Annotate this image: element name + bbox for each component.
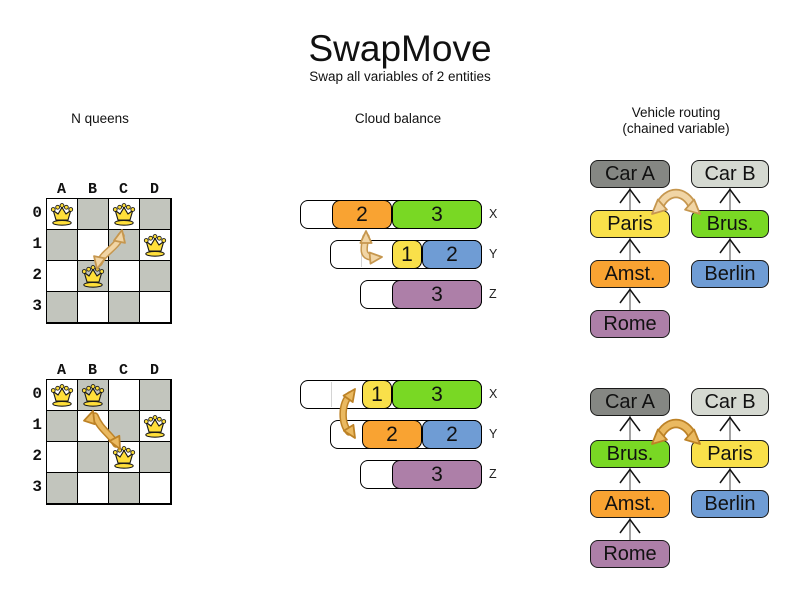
board-row-label: 3 [32, 478, 42, 496]
queen-icon [79, 264, 107, 293]
board-cell [47, 411, 78, 442]
chain-link-arrow-icon [719, 416, 741, 440]
queen-icon [79, 383, 107, 412]
board-column-label: B [87, 181, 97, 198]
chain-link-arrow-icon [719, 238, 741, 260]
cloud-process-block: 2 [422, 240, 482, 269]
board-column-label: D [149, 181, 159, 198]
vehicle-routing-sublabel: (chained variable) [622, 121, 730, 137]
queen-icon [48, 202, 76, 231]
queen-icon [141, 233, 169, 262]
cloud-computer-label: Y [489, 247, 498, 261]
vehicle-node-brus: Brus. [590, 440, 670, 468]
cloud-process-block: 1 [392, 240, 422, 269]
vehicle-node-rome: Rome [590, 310, 670, 338]
vehicle-node-amst: Amst. [590, 260, 670, 288]
queen-icon [110, 445, 138, 474]
page-subtitle: Swap all variables of 2 entities [309, 69, 491, 84]
board-cell [78, 473, 109, 504]
cloud-process-block: 2 [422, 420, 482, 449]
cloud-computer-label: X [489, 387, 498, 401]
board-cell [47, 292, 78, 323]
board-cell [78, 442, 109, 473]
vehicle-node-cara: Car A [590, 388, 670, 416]
board-cell [78, 230, 109, 261]
board-cell [140, 199, 171, 230]
vehicle-node-berlin: Berlin [691, 490, 769, 518]
chain-link-arrow-icon [619, 416, 641, 440]
queen-icon [110, 202, 138, 231]
board-cell [47, 261, 78, 292]
board-column-label: D [149, 362, 159, 379]
board-column-label: A [56, 181, 66, 198]
cloud-process-block: 3 [392, 280, 482, 309]
cloud-computer-label: X [489, 207, 498, 221]
cloud-process-block: 3 [392, 460, 482, 489]
vehicle-routing-label: Vehicle routing [631, 105, 721, 120]
board-column-label: B [87, 362, 97, 379]
cloud-process-block: 3 [392, 200, 482, 229]
board-row-label: 3 [32, 297, 42, 315]
chain-link-arrow-icon [619, 518, 641, 540]
board-cell [109, 411, 140, 442]
capacity-tick [331, 382, 332, 407]
chain-link-arrow-icon [719, 188, 741, 210]
board-cell [47, 473, 78, 504]
board-row-label: 1 [32, 416, 42, 434]
chain-link-arrow-icon [719, 468, 741, 490]
board-row-label: 0 [32, 385, 42, 403]
board-row-label: 0 [32, 204, 42, 222]
vehicle-node-amst: Amst. [590, 490, 670, 518]
nqueens-before-board [46, 198, 172, 324]
column-header-nqueens: N queens [71, 111, 129, 126]
board-cell [140, 380, 171, 411]
vehicle-node-rome: Rome [590, 540, 670, 568]
board-cell [140, 292, 171, 323]
board-column-label: A [56, 362, 66, 379]
page-title: SwapMove [308, 28, 492, 69]
board-cell [78, 292, 109, 323]
board-cell [47, 230, 78, 261]
cloud-process-block: 2 [362, 420, 422, 449]
chain-link-arrow-icon [619, 468, 641, 490]
cloud-process-block: 3 [392, 380, 482, 409]
vehicle-node-paris: Paris [590, 210, 670, 238]
vehicle-node-carb: Car B [691, 160, 769, 188]
board-cell [140, 473, 171, 504]
vehicle-node-brus: Brus. [691, 210, 769, 238]
board-column-label: C [118, 181, 128, 198]
board-row-label: 2 [32, 447, 42, 465]
queen-icon [48, 383, 76, 412]
board-cell [47, 442, 78, 473]
cloud-process-block: 2 [332, 200, 392, 229]
chain-link-arrow-icon [619, 188, 641, 210]
capacity-tick [361, 242, 362, 267]
vehicle-node-paris: Paris [691, 440, 769, 468]
board-cell [78, 411, 109, 442]
queen-icon [141, 414, 169, 443]
cloud-computer-label: Z [489, 287, 497, 301]
chain-link-arrow-icon [619, 288, 641, 310]
board-cell [109, 261, 140, 292]
board-cell [109, 473, 140, 504]
board-cell [109, 230, 140, 261]
column-header-cloud-balance: Cloud balance [354, 111, 442, 126]
cloud-computer-label: Y [489, 427, 498, 441]
board-cell [109, 380, 140, 411]
board-row-label: 1 [32, 235, 42, 253]
board-cell [109, 292, 140, 323]
vehicle-node-berlin: Berlin [691, 260, 769, 288]
board-row-label: 2 [32, 266, 42, 284]
vehicle-node-cara: Car A [590, 160, 670, 188]
board-cell [140, 261, 171, 292]
column-header-vehicle-routing: Vehicle routing (chained variable) [622, 105, 729, 137]
chain-link-arrow-icon [619, 238, 641, 260]
board-cell [140, 442, 171, 473]
board-column-label: C [118, 362, 128, 379]
cloud-process-block: 1 [362, 380, 392, 409]
board-cell [78, 199, 109, 230]
cloud-computer-label: Z [489, 467, 497, 481]
vehicle-node-carb: Car B [691, 388, 769, 416]
